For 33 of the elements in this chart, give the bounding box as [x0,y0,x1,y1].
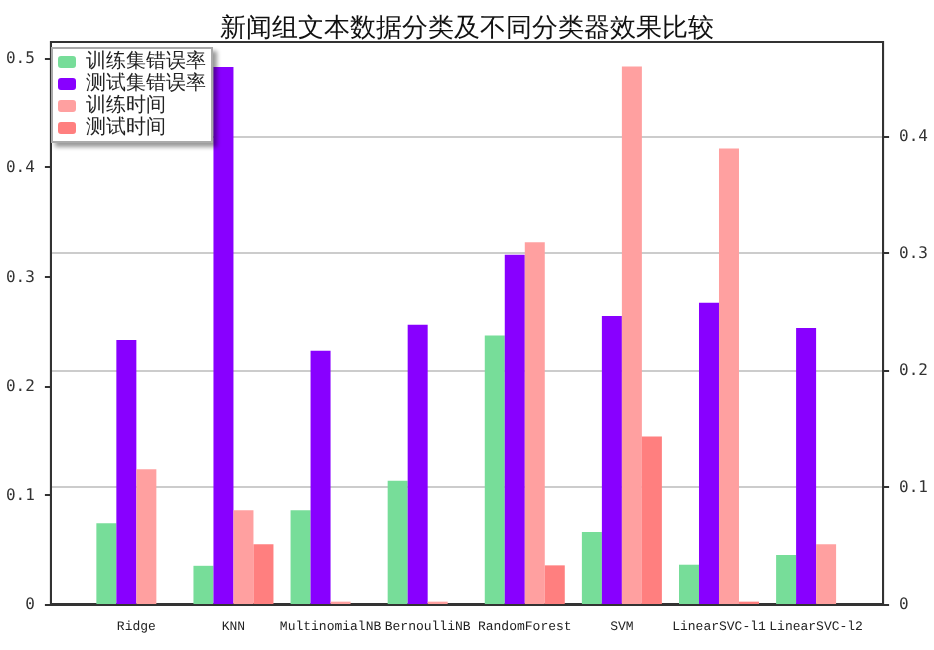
bar [796,327,817,604]
y2-tick-label: 0.2 [899,360,929,379]
chart-title: 新闻组文本数据分类及不同分类器效果比较 [220,12,714,42]
bar [776,554,797,604]
y2-tick-label: 0.1 [899,477,929,496]
bar [213,67,234,604]
bar [816,544,837,604]
y-tick-label: 0.1 [5,485,36,504]
y2-tick-label: 0.3 [899,243,929,262]
bar [544,565,565,604]
y-tick-label: 0.3 [5,267,36,286]
bar [233,510,254,604]
bar [193,565,214,604]
legend-label: 测试时间 [86,115,166,139]
bar [678,564,699,604]
legend-label: 训练时间 [86,93,166,117]
y-tick-label: 0.2 [5,376,36,395]
y-tick-label: 0 [25,595,36,613]
y-tick-label: 0.4 [5,158,36,177]
legend-label: 测试集错误率 [86,71,206,95]
y2-tick-label: 0 [899,595,910,613]
bar [581,531,602,604]
bar [484,335,505,604]
bar [387,480,408,604]
bar [253,544,274,604]
bar [407,324,428,604]
bar [96,523,117,604]
bar [290,510,311,604]
bar [310,350,331,604]
bar [641,436,662,604]
y2-tick-label: 0.4 [899,126,929,145]
legend-label: 训练集错误率 [86,49,206,73]
y-tick-label: 0.5 [5,49,36,68]
